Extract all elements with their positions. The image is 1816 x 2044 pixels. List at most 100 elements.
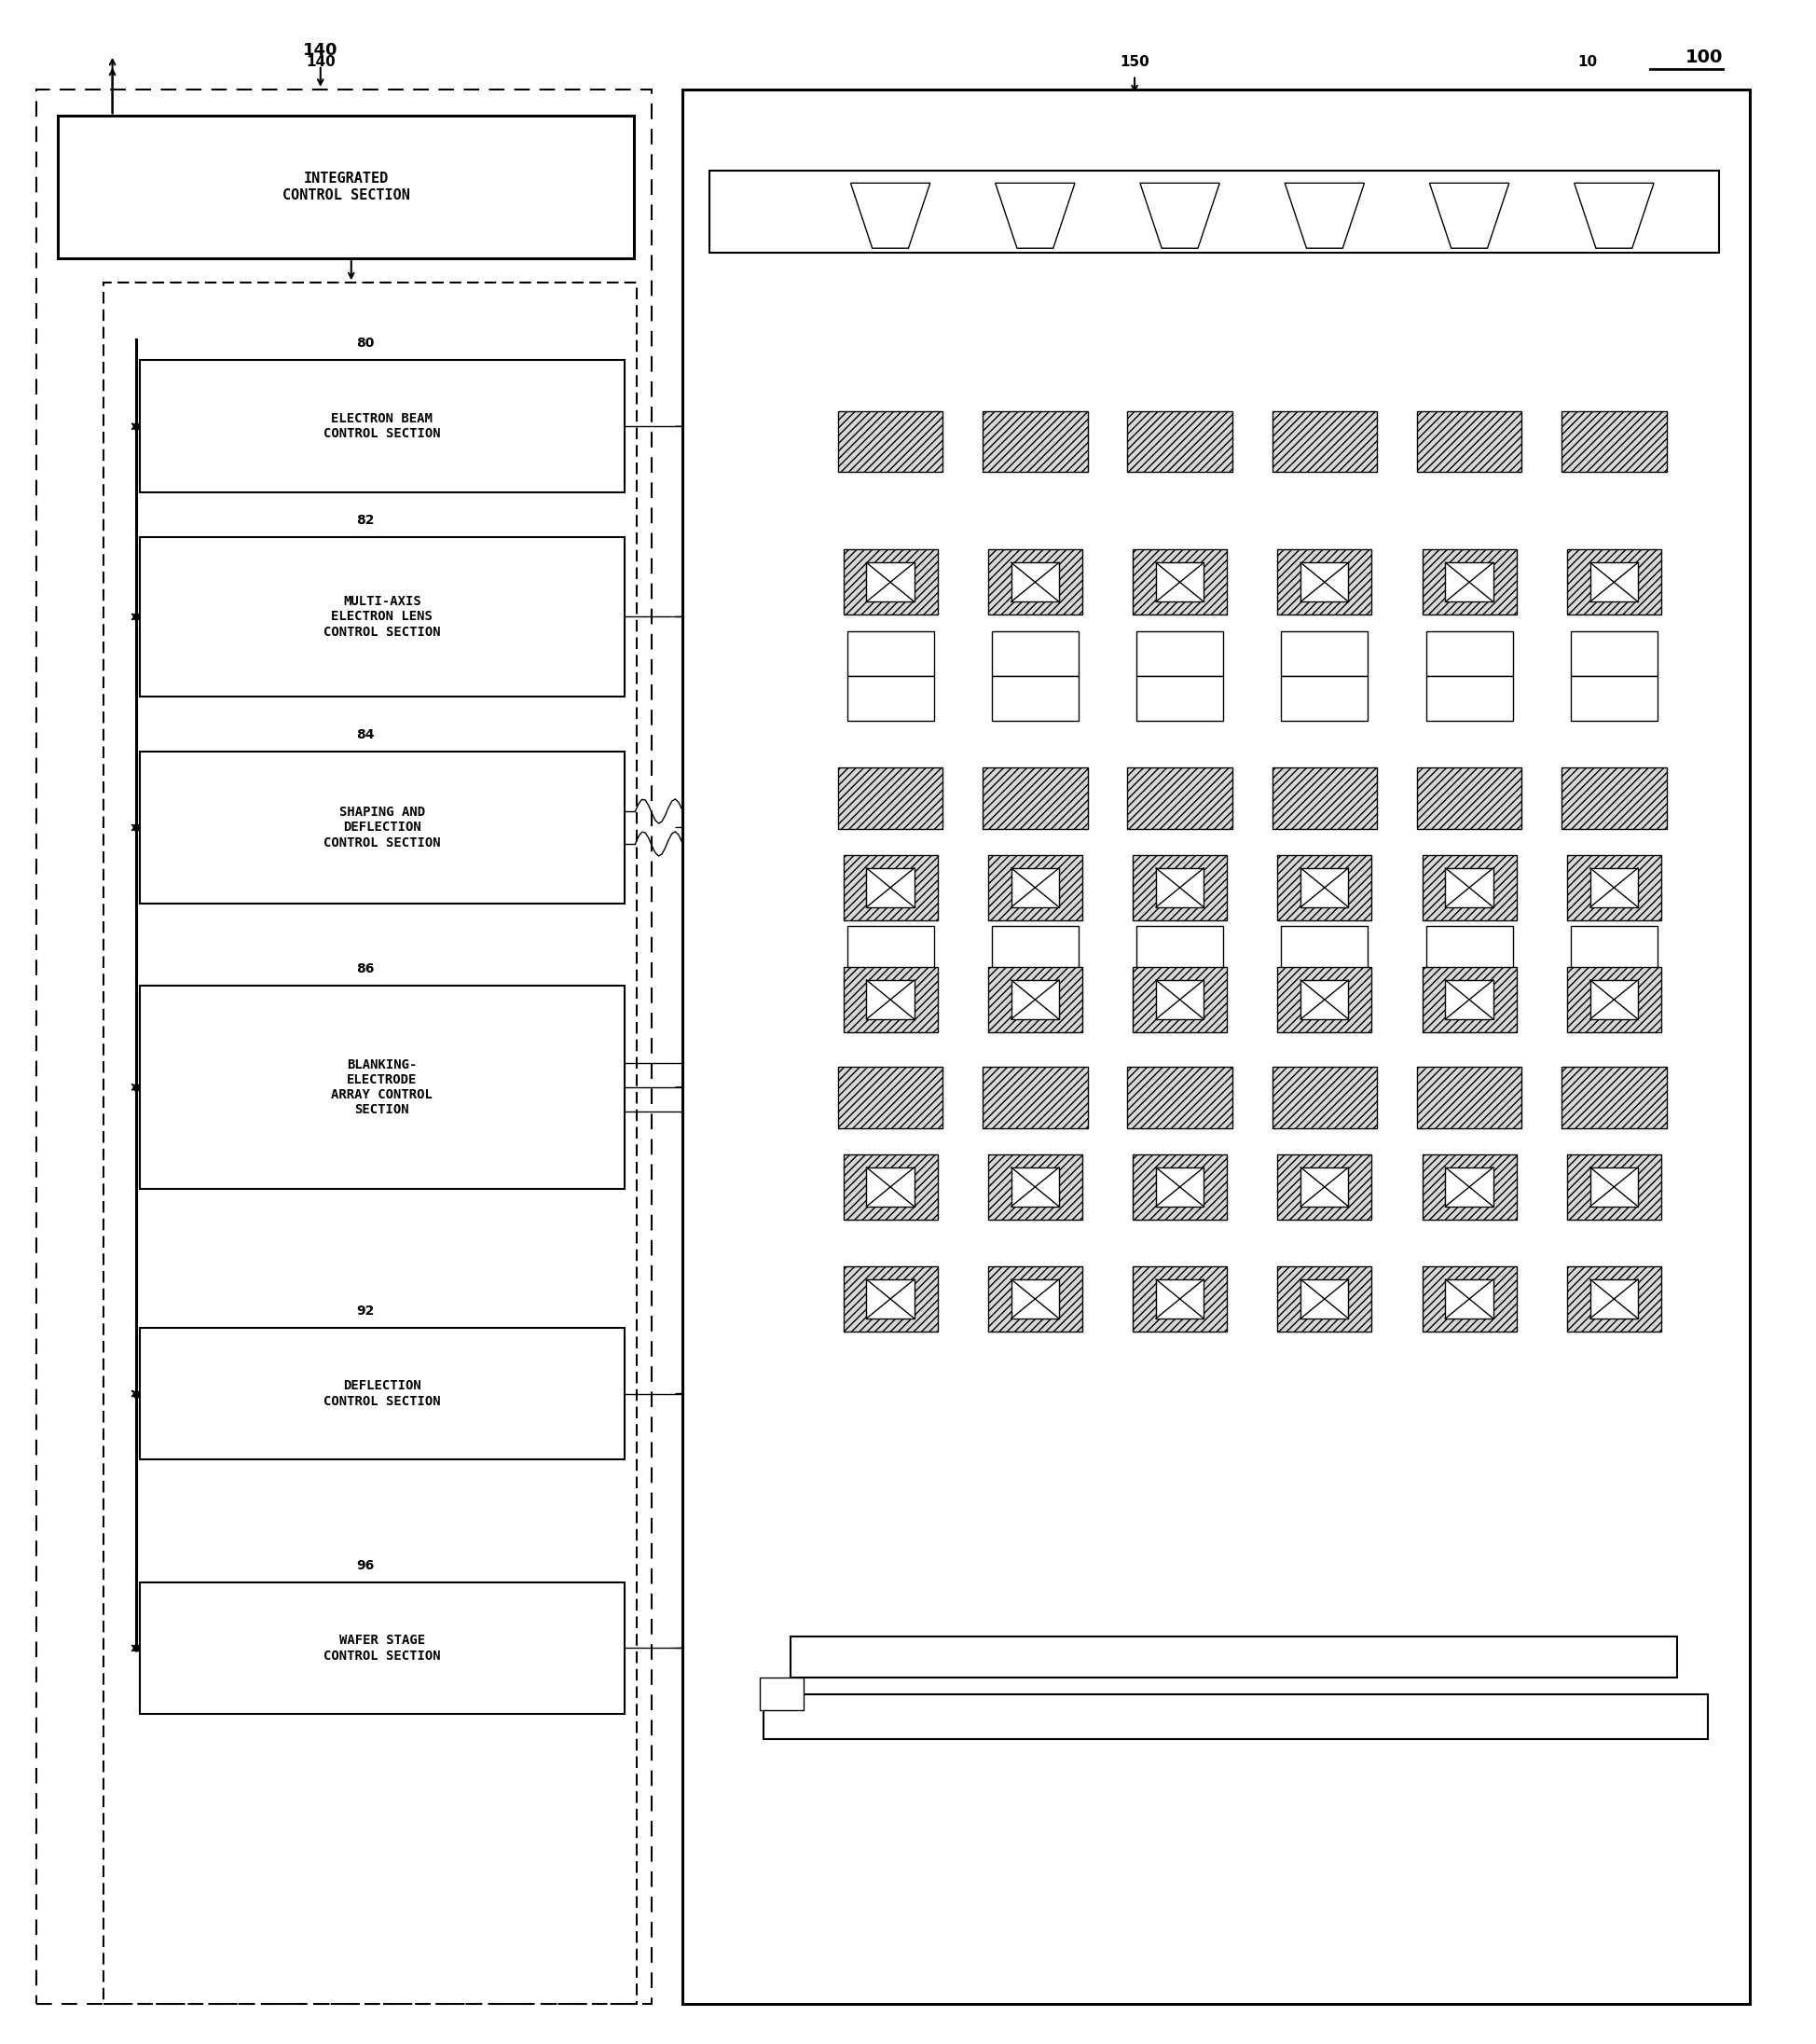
Bar bbox=[1569, 677, 1656, 722]
Bar bbox=[1426, 926, 1513, 971]
Bar bbox=[1012, 1167, 1059, 1206]
Bar bbox=[992, 926, 1079, 971]
Text: 20: 20 bbox=[1722, 691, 1742, 705]
Bar bbox=[699, 879, 1712, 1063]
Text: BLANKING-
ELECTRODE
ARRAY CONTROL
SECTION: BLANKING- ELECTRODE ARRAY CONTROL SECTIO… bbox=[331, 1059, 432, 1116]
Text: 8: 8 bbox=[765, 133, 774, 147]
Bar bbox=[1131, 550, 1226, 615]
Text: 38: 38 bbox=[1722, 1271, 1742, 1286]
Bar bbox=[1277, 854, 1371, 920]
Bar bbox=[759, 1678, 803, 1711]
Bar bbox=[1565, 1267, 1660, 1331]
Bar bbox=[140, 1582, 625, 1715]
Bar bbox=[1426, 632, 1513, 677]
Bar bbox=[1589, 562, 1636, 601]
Text: 114: 114 bbox=[1722, 1194, 1751, 1208]
Bar bbox=[988, 1267, 1082, 1331]
Text: 26: 26 bbox=[1722, 942, 1742, 957]
Bar bbox=[790, 1637, 1676, 1678]
Bar bbox=[1280, 926, 1367, 971]
Bar bbox=[988, 967, 1082, 1032]
Bar bbox=[982, 411, 1088, 472]
Polygon shape bbox=[1573, 184, 1653, 247]
Bar bbox=[1126, 411, 1231, 472]
Text: 80: 80 bbox=[356, 337, 374, 350]
Bar bbox=[1135, 677, 1222, 722]
Bar bbox=[1126, 766, 1231, 828]
Polygon shape bbox=[850, 184, 930, 247]
Bar bbox=[1446, 1167, 1493, 1206]
Bar bbox=[1589, 1280, 1636, 1318]
Bar bbox=[1012, 869, 1059, 908]
Polygon shape bbox=[1429, 184, 1509, 247]
Text: 84: 84 bbox=[356, 728, 374, 742]
Text: 140: 140 bbox=[305, 55, 336, 69]
Bar bbox=[1422, 1267, 1516, 1331]
Text: 28: 28 bbox=[1722, 993, 1742, 1006]
Text: 34: 34 bbox=[754, 1042, 774, 1057]
Bar bbox=[1446, 1280, 1493, 1318]
Bar bbox=[1422, 1155, 1516, 1220]
Bar bbox=[1277, 1155, 1371, 1220]
Text: 36: 36 bbox=[1513, 1153, 1533, 1167]
Bar bbox=[717, 168, 1709, 256]
Bar bbox=[843, 854, 937, 920]
Bar bbox=[1565, 1155, 1660, 1220]
Text: 82: 82 bbox=[356, 515, 374, 527]
Bar bbox=[699, 278, 1712, 756]
Text: 150: 150 bbox=[1119, 55, 1150, 69]
Bar bbox=[708, 172, 1718, 251]
Bar bbox=[1271, 766, 1377, 828]
Bar bbox=[763, 1694, 1707, 1739]
Bar bbox=[140, 538, 625, 697]
Text: 18: 18 bbox=[1722, 646, 1742, 660]
Bar bbox=[1560, 411, 1665, 472]
Text: 10: 10 bbox=[1576, 55, 1596, 69]
Bar bbox=[1280, 677, 1367, 722]
Bar bbox=[866, 1280, 913, 1318]
Text: 100: 100 bbox=[1683, 49, 1722, 65]
Text: 86: 86 bbox=[356, 963, 374, 975]
Bar bbox=[1300, 1167, 1347, 1206]
Bar bbox=[988, 854, 1082, 920]
Bar bbox=[1300, 562, 1347, 601]
Text: 22: 22 bbox=[1722, 791, 1742, 805]
Bar bbox=[1271, 1067, 1377, 1128]
Bar bbox=[1589, 869, 1636, 908]
Bar bbox=[1131, 854, 1226, 920]
Text: 112: 112 bbox=[1722, 965, 1751, 979]
Text: 8: 8 bbox=[765, 137, 774, 151]
Bar bbox=[1155, 562, 1204, 601]
Polygon shape bbox=[995, 184, 1075, 247]
Bar bbox=[992, 632, 1079, 677]
Bar bbox=[1277, 967, 1371, 1032]
Bar bbox=[837, 411, 943, 472]
Bar bbox=[140, 360, 625, 493]
Text: 44: 44 bbox=[1722, 1645, 1742, 1660]
Bar bbox=[1565, 854, 1660, 920]
Bar bbox=[1569, 926, 1656, 971]
Polygon shape bbox=[1139, 184, 1219, 247]
Bar bbox=[140, 985, 625, 1190]
Text: 130: 130 bbox=[336, 241, 365, 253]
Text: 140: 140 bbox=[303, 43, 338, 59]
Bar bbox=[843, 1267, 937, 1331]
Bar bbox=[699, 1032, 1712, 1367]
Text: 120: 120 bbox=[601, 235, 630, 247]
Bar bbox=[1280, 632, 1367, 677]
Bar bbox=[1422, 967, 1516, 1032]
Text: 48: 48 bbox=[761, 1723, 781, 1737]
Bar bbox=[837, 766, 943, 828]
Bar bbox=[1589, 1167, 1636, 1206]
Bar bbox=[1126, 1067, 1231, 1128]
Bar bbox=[982, 766, 1088, 828]
Text: 46: 46 bbox=[1722, 1707, 1742, 1721]
Bar bbox=[1416, 766, 1522, 828]
Text: DEFLECTION
CONTROL SECTION: DEFLECTION CONTROL SECTION bbox=[323, 1380, 439, 1408]
Bar bbox=[1560, 766, 1665, 828]
Bar bbox=[837, 1067, 943, 1128]
Text: 92: 92 bbox=[356, 1304, 374, 1316]
Text: WAFER STAGE
CONTROL SECTION: WAFER STAGE CONTROL SECTION bbox=[323, 1633, 439, 1662]
Bar bbox=[1416, 1067, 1522, 1128]
Bar bbox=[1155, 1167, 1204, 1206]
